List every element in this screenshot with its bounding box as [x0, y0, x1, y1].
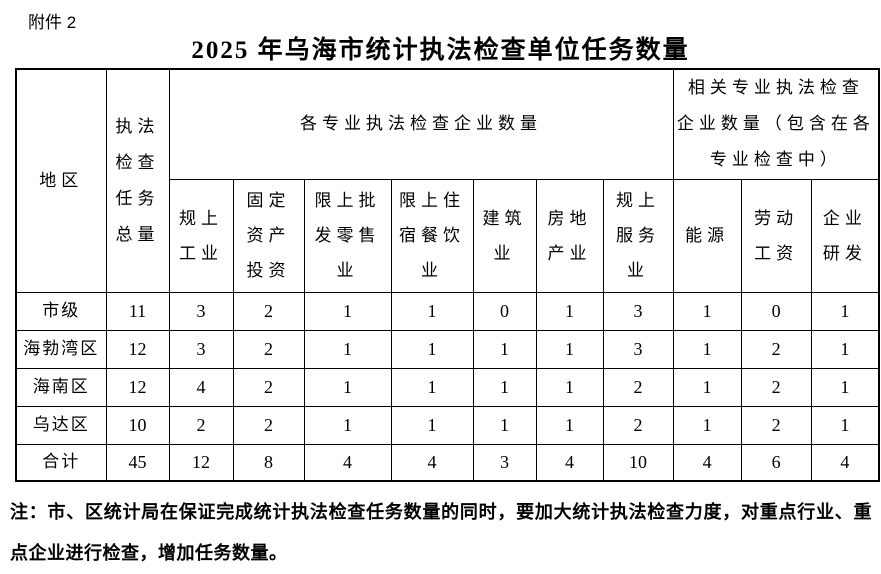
- value-cell: 12: [105, 329, 170, 369]
- region-cell: 海南区: [15, 367, 107, 407]
- value-cell: 1: [303, 329, 392, 369]
- value-cell: 0: [472, 291, 537, 331]
- table-row: 海南区 12 4 2 1 1 1 1 2 1 2 1: [15, 367, 880, 407]
- region-cell: 市级: [15, 291, 107, 331]
- page-title: 2025 年乌海市统计执法检查单位任务数量: [191, 37, 690, 64]
- value-cell: 3: [472, 443, 537, 482]
- table-row: 海勃湾区 12 3 2 1 1 1 1 3 1 2 1: [15, 329, 880, 369]
- header-row-groups: 地区 执法 检查 任务 总量 各专业执法检查企业数量 相关专业执法检查 企业数量…: [15, 68, 880, 293]
- value-cell: 4: [168, 367, 234, 407]
- value-cell: 4: [303, 443, 392, 482]
- value-cell: 4: [810, 443, 880, 482]
- col-group-related-specialties: 相关专业执法检查 企业数量（包含在各 专业检查中）: [672, 68, 880, 180]
- value-cell: 1: [390, 291, 474, 331]
- col-header-total-tasks: 执法 检查 任务 总量: [105, 68, 170, 293]
- value-cell: 4: [672, 443, 742, 482]
- footnote: 注：市、区统计局在保证完成统计执法检查任务数量的同时，要加大统计执法检查力度，对…: [10, 502, 872, 563]
- col-header-sub-4: 建筑 业: [472, 178, 537, 293]
- value-cell: 3: [602, 291, 674, 331]
- value-cell: 1: [472, 405, 537, 445]
- region-cell: 海勃湾区: [15, 329, 107, 369]
- value-cell: 6: [740, 443, 812, 482]
- value-cell: 2: [232, 291, 305, 331]
- value-cell: 1: [672, 405, 742, 445]
- value-cell: 1: [810, 329, 880, 369]
- value-cell: 2: [602, 367, 674, 407]
- value-cell: 1: [472, 367, 537, 407]
- value-cell: 10: [602, 443, 674, 482]
- value-cell: 45: [105, 443, 170, 482]
- value-cell: 8: [232, 443, 305, 482]
- col-header-sub-2: 限上批 发零售 业: [303, 178, 392, 293]
- value-cell: 2: [740, 405, 812, 445]
- value-cell: 12: [105, 367, 170, 407]
- value-cell: 1: [390, 367, 474, 407]
- col-header-sub-9: 企业 研发: [810, 178, 880, 293]
- value-cell: 1: [303, 405, 392, 445]
- value-cell: 2: [740, 367, 812, 407]
- value-cell: 11: [105, 291, 170, 331]
- value-cell: 2: [232, 405, 305, 445]
- value-cell: 2: [232, 329, 305, 369]
- value-cell: 1: [535, 367, 604, 407]
- value-cell: 1: [535, 291, 604, 331]
- value-cell: 1: [472, 329, 537, 369]
- value-cell: 4: [535, 443, 604, 482]
- value-cell: 1: [535, 405, 604, 445]
- value-cell: 3: [602, 329, 674, 369]
- col-header-sub-0: 规上 工业: [168, 178, 234, 293]
- value-cell: 4: [390, 443, 474, 482]
- value-cell: 2: [740, 329, 812, 369]
- value-cell: 1: [390, 405, 474, 445]
- value-cell: 1: [810, 367, 880, 407]
- value-cell: 1: [535, 329, 604, 369]
- value-cell: 1: [672, 329, 742, 369]
- value-cell: 1: [810, 291, 880, 331]
- col-header-sub-6: 规上 服务 业: [602, 178, 674, 293]
- value-cell: 3: [168, 329, 234, 369]
- col-header-sub-3: 限上住 宿餐饮 业: [390, 178, 474, 293]
- col-header-sub-1: 固定 资产 投资: [232, 178, 305, 293]
- value-cell: 12: [168, 443, 234, 482]
- header-row-subcolumns: 规上 工业 固定 资产 投资 限上批 发零售 业限上住 宿餐饮 业建筑 业房地 产业…: [16, 178, 880, 293]
- value-cell: 1: [810, 405, 880, 445]
- value-cell: 3: [168, 291, 234, 331]
- value-cell: 1: [672, 291, 742, 331]
- attachment-label: 附件 2: [28, 13, 77, 32]
- table-row: 市级 11 3 2 1 1 0 1 3 1 0 1: [15, 291, 880, 331]
- value-cell: 0: [740, 291, 812, 331]
- col-header-sub-5: 房地 产业: [535, 178, 604, 293]
- value-cell: 10: [105, 405, 170, 445]
- value-cell: 1: [390, 329, 474, 369]
- table-body: 市级 11 3 2 1 1 0 1 3 1 0 1 海勃湾区 12 3 2 1 1 1 1 3 1 2 1 海南区 12 4 2 1 1 1…: [15, 291, 880, 482]
- region-cell: 乌达区: [15, 405, 107, 445]
- table-header: 地区 执法 检查 任务 总量 各专业执法检查企业数量 相关专业执法检查 企业数量…: [15, 68, 880, 293]
- table-row: 合计 45 12 8 4 4 3 4 10 4 6 4: [15, 443, 880, 482]
- value-cell: 2: [232, 367, 305, 407]
- value-cell: 1: [303, 367, 392, 407]
- value-cell: 2: [168, 405, 234, 445]
- value-cell: 1: [672, 367, 742, 407]
- value-cell: 1: [303, 291, 392, 331]
- region-cell: 合计: [15, 443, 107, 482]
- col-header-sub-8: 劳动 工资: [740, 178, 812, 293]
- task-table: 地区 执法 检查 任务 总量 各专业执法检查企业数量 相关专业执法检查 企业数量…: [15, 68, 881, 482]
- col-group-main-specialties: 各专业执法检查企业数量: [168, 68, 674, 180]
- table-row: 乌达区 10 2 2 1 1 1 1 2 1 2 1: [15, 405, 880, 445]
- col-header-sub-7: 能源: [672, 178, 742, 293]
- value-cell: 2: [602, 405, 674, 445]
- col-header-region: 地区: [15, 68, 107, 293]
